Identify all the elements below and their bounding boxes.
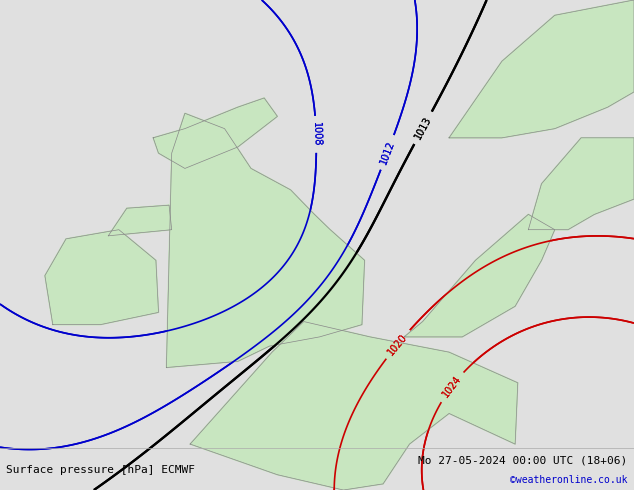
Polygon shape — [449, 0, 634, 138]
Polygon shape — [45, 230, 158, 325]
Text: Surface pressure [hPa] ECMWF: Surface pressure [hPa] ECMWF — [6, 466, 195, 475]
Polygon shape — [45, 230, 158, 325]
Text: 1020: 1020 — [386, 331, 410, 357]
Text: 1020: 1020 — [386, 331, 410, 357]
Polygon shape — [166, 113, 365, 368]
Text: 1013: 1013 — [413, 115, 433, 141]
Text: 1008: 1008 — [311, 122, 321, 147]
Text: 1013: 1013 — [413, 115, 433, 141]
Polygon shape — [404, 215, 555, 337]
Polygon shape — [528, 138, 634, 230]
Text: 1024: 1024 — [440, 374, 463, 399]
Polygon shape — [190, 321, 518, 490]
Polygon shape — [153, 98, 278, 169]
Polygon shape — [190, 321, 518, 490]
Polygon shape — [166, 113, 365, 368]
Polygon shape — [404, 215, 555, 337]
Text: Mo 27-05-2024 00:00 UTC (18+06): Mo 27-05-2024 00:00 UTC (18+06) — [418, 456, 628, 466]
Polygon shape — [528, 138, 634, 230]
Text: 1008: 1008 — [311, 122, 321, 147]
Polygon shape — [449, 0, 634, 138]
Text: ©weatheronline.co.uk: ©weatheronline.co.uk — [510, 475, 628, 485]
Polygon shape — [108, 205, 172, 236]
Text: 1012: 1012 — [378, 139, 396, 166]
Polygon shape — [108, 205, 172, 236]
Polygon shape — [153, 98, 278, 169]
Text: 1012: 1012 — [378, 139, 396, 166]
Text: 1024: 1024 — [440, 374, 463, 399]
